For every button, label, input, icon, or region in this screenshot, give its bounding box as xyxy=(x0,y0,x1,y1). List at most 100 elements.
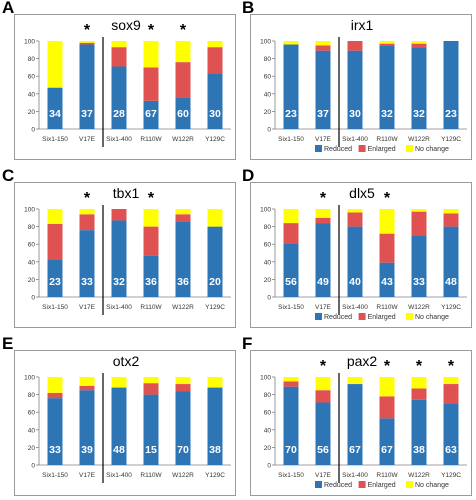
n-label: 49 xyxy=(317,276,329,288)
n-label: 33 xyxy=(81,276,93,288)
bar-enlarged xyxy=(379,43,395,46)
x-tick-label: V17E xyxy=(315,304,332,311)
bar-no-change xyxy=(79,377,95,386)
bar-reduced xyxy=(79,230,95,297)
y-tick-label: 60 xyxy=(264,74,272,81)
n-label: 30 xyxy=(209,108,221,120)
y-tick-label: 80 xyxy=(28,224,36,231)
chart-title: sox9 xyxy=(111,17,141,33)
panel-d: dlx5 0 20 40 60 80 100 56 Six1-150 49 V17E * 40 Six1-… xyxy=(250,182,472,328)
n-label: 60 xyxy=(177,108,189,120)
x-tick-label: R110W xyxy=(376,472,398,479)
y-tick-label: 80 xyxy=(28,56,36,63)
bar-no-change xyxy=(111,41,127,48)
significance-asterisk: * xyxy=(148,22,155,39)
y-tick-label: 20 xyxy=(28,445,36,452)
bar-no-change xyxy=(443,209,459,214)
bar-no-change xyxy=(379,41,395,44)
y-tick-label: 20 xyxy=(28,109,36,116)
bar-no-change xyxy=(315,41,331,46)
chart-title: otx2 xyxy=(113,353,140,369)
x-tick-label: R110W xyxy=(140,304,162,311)
panel-a: sox9 0 20 40 60 80 100 34 Six1-150 37 V17E * 28 Six1-… xyxy=(14,14,236,160)
bar-no-change xyxy=(79,209,95,215)
y-tick-label: 100 xyxy=(24,375,35,382)
y-tick-label: 80 xyxy=(264,224,272,231)
significance-asterisk: * xyxy=(180,22,187,39)
n-label: 32 xyxy=(113,276,125,288)
bar-no-change xyxy=(315,377,331,391)
n-label: 43 xyxy=(381,276,393,288)
y-tick-label: 80 xyxy=(264,56,272,63)
n-label: 38 xyxy=(413,444,425,456)
n-label: 67 xyxy=(381,444,393,456)
x-tick-label: Six1-400 xyxy=(106,472,132,479)
bar-no-change xyxy=(143,377,159,384)
n-label: 70 xyxy=(177,444,189,456)
bar-no-change xyxy=(143,209,159,227)
n-label: 23 xyxy=(285,108,297,120)
bar-enlarged xyxy=(411,388,427,400)
x-tick-label: Six1-150 xyxy=(42,136,68,143)
bar-reduced xyxy=(379,262,395,297)
legend-swatch xyxy=(406,481,413,488)
bar-enlarged xyxy=(143,383,159,395)
bar-enlarged xyxy=(175,384,191,392)
y-tick-label: 60 xyxy=(264,410,272,417)
n-label: 32 xyxy=(413,108,425,120)
bar-enlarged xyxy=(79,42,95,45)
significance-asterisk: * xyxy=(448,358,455,375)
bar-enlarged xyxy=(315,45,331,51)
bar-no-change xyxy=(207,377,223,388)
panel-f: pax2 0 20 40 60 80 100 70 Six1-150 56 V17E * 67 Six1-… xyxy=(250,350,472,496)
bar-enlarged xyxy=(111,47,127,67)
x-tick-label: R110W xyxy=(376,304,398,311)
legend-label: No change xyxy=(415,314,449,321)
y-tick-label: 20 xyxy=(264,109,272,116)
y-tick-label: 100 xyxy=(24,207,35,214)
bar-no-change xyxy=(443,377,459,385)
bar-enlarged xyxy=(47,392,63,399)
n-label: 36 xyxy=(145,276,157,288)
y-tick-label: 100 xyxy=(260,207,271,214)
n-label: 30 xyxy=(349,108,361,120)
legend-label: Enlarged xyxy=(368,146,396,153)
bar-reduced xyxy=(143,100,159,129)
bar-no-change xyxy=(347,377,363,385)
bar-no-change xyxy=(207,41,223,48)
x-tick-label: Six1-400 xyxy=(106,304,132,311)
bar-enlarged xyxy=(315,217,331,224)
bar-reduced xyxy=(111,66,127,129)
n-label: 36 xyxy=(177,276,189,288)
bar-reduced xyxy=(411,47,427,129)
bar-no-change xyxy=(175,377,191,385)
bar-reduced xyxy=(347,226,363,297)
x-tick-label: Six1-150 xyxy=(278,472,304,479)
significance-asterisk: * xyxy=(84,190,91,207)
y-tick-label: 80 xyxy=(28,392,36,399)
bar-reduced xyxy=(347,384,363,465)
bar-no-change xyxy=(47,209,63,224)
chart-svg: otx2 0 20 40 60 80 100 33 Six1-150 39 V17E 48 Six1-4… xyxy=(24,353,231,483)
bar-enlarged xyxy=(207,47,223,74)
bar-no-change xyxy=(47,377,63,393)
n-label: 67 xyxy=(349,444,361,456)
bar-reduced xyxy=(79,44,95,129)
chart-svg: tbx1 0 20 40 60 80 100 23 Six1-150 33 V17E * 32 Six1-… xyxy=(24,185,231,315)
x-tick-label: Y129C xyxy=(441,304,461,311)
x-tick-label: R110W xyxy=(140,472,162,479)
n-label: 67 xyxy=(145,108,157,120)
bar-no-change xyxy=(411,41,427,44)
bar-enlarged xyxy=(283,381,299,387)
x-tick-label: Y129C xyxy=(205,136,225,143)
y-tick-label: 60 xyxy=(264,242,272,249)
bar-reduced xyxy=(111,220,127,297)
significance-asterisk: * xyxy=(384,190,391,207)
x-tick-label: V17E xyxy=(79,136,96,143)
x-tick-label: Six1-400 xyxy=(342,472,368,479)
bar-reduced xyxy=(379,418,395,465)
bar-no-change xyxy=(47,41,63,88)
y-tick-label: 80 xyxy=(264,392,272,399)
x-tick-label: V17E xyxy=(79,304,96,311)
y-tick-label: 20 xyxy=(264,277,272,284)
